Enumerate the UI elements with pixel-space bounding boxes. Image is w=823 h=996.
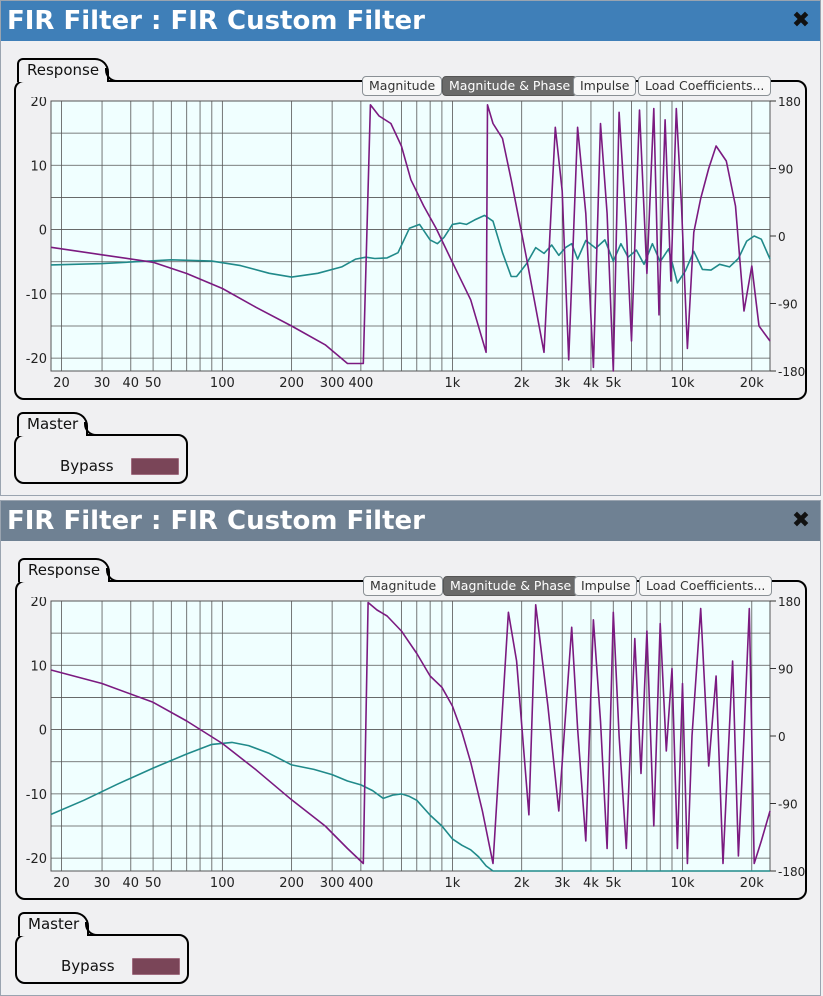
load-coefficients-button[interactable]: Load Coefficients... [639, 576, 773, 596]
x-tick-label: 10k [670, 876, 695, 891]
panel-title: FIR Filter : FIR Custom Filter [7, 506, 425, 536]
x-tick-label: 4k [583, 876, 599, 891]
y-left-tick-label: 10 [30, 659, 47, 674]
bypass-button[interactable] [131, 458, 179, 475]
master-tab-label: Master [18, 912, 102, 936]
x-tick-label: 1k [445, 876, 461, 891]
x-tick-label: 10k [670, 376, 695, 391]
x-tick-label: 20 [53, 876, 70, 891]
magnitude-button[interactable]: Magnitude [363, 576, 444, 596]
close-icon[interactable]: ✖ [791, 508, 811, 533]
y-right-tick-label: 180 [778, 97, 801, 109]
y-right-tick-label: 0 [778, 230, 786, 244]
y-left-tick-label: -10 [26, 288, 47, 303]
load-coefficients-button[interactable]: Load Coefficients... [638, 76, 772, 96]
y-left-tick-label: 20 [30, 597, 47, 610]
magnitude-button[interactable]: Magnitude [362, 76, 443, 96]
x-tick-label: 300 [320, 876, 345, 891]
x-tick-label: 4k [583, 376, 599, 391]
x-tick-label: 1k [445, 376, 461, 391]
y-left-tick-label: 10 [30, 159, 47, 174]
x-tick-label: 100 [210, 876, 235, 891]
panel-title: FIR Filter : FIR Custom Filter [7, 6, 425, 36]
y-right-tick-label: 90 [778, 663, 793, 677]
x-tick-label: 200 [279, 876, 304, 891]
phase-line [50, 104, 771, 372]
response-tab-label: Response [17, 58, 122, 82]
magnitude-phase-button[interactable]: Magnitude & Phase [443, 576, 579, 596]
x-tick-label: 40 [123, 876, 140, 891]
x-tick-label: 50 [145, 876, 162, 891]
y-right-tick-label: -90 [778, 798, 798, 812]
response-chart: 20 30 40 50 100 200 300 400 1k 2k 3k 4k 5k 10k 20k2010… [26, 97, 805, 391]
close-icon[interactable]: ✖ [791, 8, 811, 33]
x-tick-label: 20k [740, 376, 765, 391]
y-right-tick-label: -180 [778, 365, 805, 379]
x-tick-label: 3k [554, 376, 570, 391]
magnitude-line [50, 214, 771, 284]
impulse-button[interactable]: Impulse [573, 76, 637, 96]
bypass-label: Bypass [60, 457, 114, 475]
bypass-label: Bypass [61, 957, 115, 975]
master-tab-label: Master [17, 412, 101, 436]
response-chart: 20 30 40 50 100 200 300 400 1k 2k 3k 4k 5k 10k 20k2010… [26, 597, 805, 891]
master-group [14, 434, 188, 484]
master-group [15, 934, 189, 984]
x-tick-label: 20 [53, 376, 70, 391]
y-right-tick-label: 90 [778, 163, 793, 177]
y-left-tick-label: -20 [26, 852, 47, 867]
magnitude-line [50, 741, 770, 872]
x-tick-label: 2k [514, 376, 530, 391]
x-tick-label: 20k [740, 876, 765, 891]
y-left-tick-label: 20 [30, 97, 47, 110]
y-right-tick-label: 180 [778, 597, 801, 609]
y-right-tick-label: -180 [778, 865, 805, 879]
x-tick-label: 3k [554, 876, 570, 891]
x-tick-label: 30 [94, 376, 111, 391]
y-left-tick-label: -20 [26, 352, 47, 367]
x-tick-label: 400 [348, 876, 373, 891]
x-tick-label: 400 [348, 376, 373, 391]
x-tick-label: 30 [94, 876, 111, 891]
x-tick-label: 40 [123, 376, 140, 391]
x-tick-label: 5k [605, 876, 621, 891]
plot-area [50, 600, 771, 872]
impulse-button[interactable]: Impulse [574, 576, 638, 596]
y-right-tick-label: 0 [778, 730, 786, 744]
x-tick-label: 200 [279, 376, 304, 391]
response-tab-label: Response [18, 558, 123, 582]
magnitude-phase-button[interactable]: Magnitude & Phase [442, 76, 578, 96]
x-tick-label: 2k [514, 876, 530, 891]
x-tick-label: 5k [605, 376, 621, 391]
y-right-tick-label: -90 [778, 298, 798, 312]
y-left-tick-label: 0 [39, 724, 47, 739]
x-tick-label: 50 [145, 376, 162, 391]
x-tick-label: 300 [320, 376, 345, 391]
y-left-tick-label: -10 [26, 788, 47, 803]
panel-title-bar: FIR Filter : FIR Custom Filter ✖ [1, 501, 820, 541]
fir-filter-panel-2: FIR Filter : FIR Custom Filter ✖ Respons… [0, 500, 821, 996]
phase-line [50, 601, 771, 865]
y-left-tick-label: 0 [39, 224, 47, 239]
fir-filter-panel-1: FIR Filter : FIR Custom Filter ✖ Respons… [0, 0, 821, 496]
panel-title-bar: FIR Filter : FIR Custom Filter ✖ [1, 1, 820, 41]
x-tick-label: 100 [210, 376, 235, 391]
bypass-button[interactable] [132, 958, 180, 975]
